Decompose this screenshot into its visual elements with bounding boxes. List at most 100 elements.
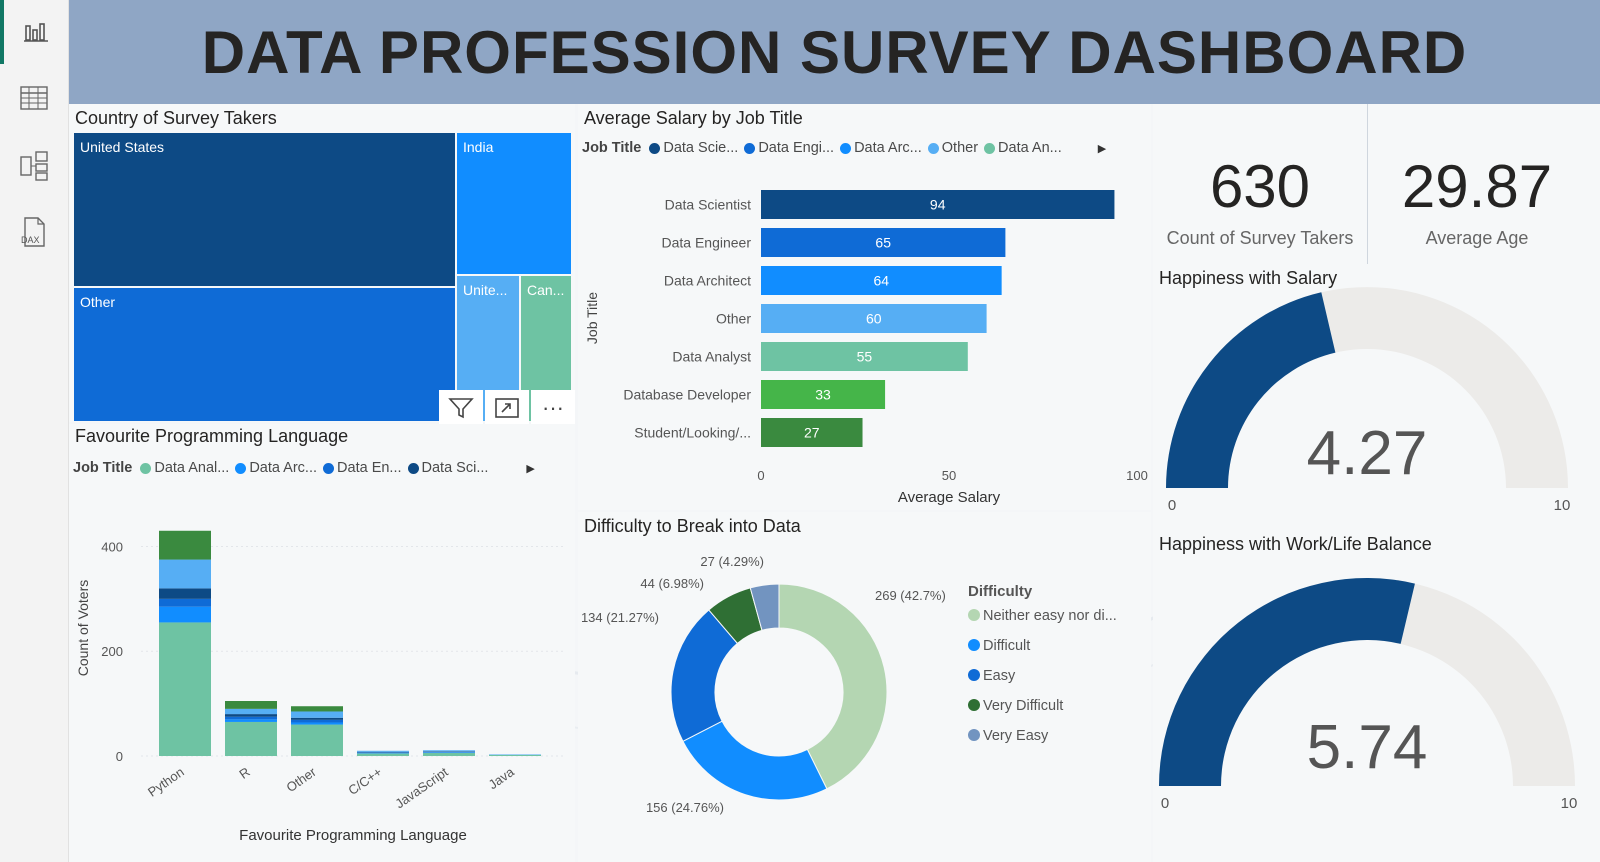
salary-bar[interactable] (761, 380, 886, 409)
table-view-button[interactable] (0, 66, 68, 130)
language-bar-segment[interactable] (225, 721, 277, 756)
x-axis-label: Favourite Programming Language (239, 827, 467, 844)
difficulty-chart: 269 (42.7%) Neither easy nor di... 156 (24… (581, 554, 1117, 815)
language-bar-segment[interactable] (225, 714, 277, 717)
legend-item-data-scientist[interactable]: Data Scie... (649, 140, 738, 156)
report-view-button[interactable] (0, 0, 68, 64)
legend-marker (968, 729, 980, 741)
language-bar-segment[interactable] (357, 752, 409, 754)
donut-slice[interactable] (682, 720, 828, 801)
age-kpi-value: 29.87 (1401, 153, 1553, 220)
salary-bar[interactable] (761, 342, 968, 371)
data-label: 94 (930, 197, 946, 213)
salary-bar[interactable] (761, 190, 1115, 219)
language-bar-segment[interactable] (423, 752, 475, 753)
dax-label: DAX (21, 235, 40, 245)
language-bar-segment[interactable] (357, 751, 409, 753)
salary-bar[interactable] (761, 266, 1002, 295)
language-bar-segment[interactable] (225, 716, 277, 720)
view-sidebar: DAX (0, 0, 69, 862)
donut-slice[interactable] (778, 583, 888, 790)
wlb-gauge-title: Happiness with Work/Life Balance (1159, 534, 1432, 554)
treemap-tile-other[interactable]: Other (73, 287, 456, 422)
language-bar-segment[interactable] (291, 717, 343, 720)
model-view-button[interactable] (0, 134, 68, 198)
language-bar-segment[interactable] (423, 751, 475, 753)
treemap-title: Country of Survey Takers (75, 108, 277, 128)
legend-label: Other (941, 140, 979, 156)
gauge-fill (1159, 578, 1415, 786)
legend-label: Data Arc... (854, 140, 922, 156)
kpi-divider (1367, 104, 1368, 264)
legend-item-data-engineer[interactable]: Data En... (323, 460, 402, 476)
language-bar-segment[interactable] (225, 701, 277, 709)
y-axis-label: Count of Voters (75, 580, 91, 677)
language-bar-segment[interactable] (291, 722, 343, 725)
treemap-tile-india[interactable]: India (456, 132, 572, 275)
legend-item-data-architect[interactable]: Data Arc... (840, 140, 922, 156)
language-panel[interactable]: Favourite Programming Language Job Title… (69, 424, 575, 862)
language-bar-segment[interactable] (423, 750, 475, 752)
legend-item-data-architect[interactable]: Data Arc... (235, 460, 317, 476)
x-tick-label: JavaScript (392, 764, 451, 811)
data-label: 64 (874, 273, 890, 289)
legend-label: Data Sci... (421, 460, 489, 476)
language-bar-segment[interactable] (357, 750, 409, 752)
legend-item-other[interactable]: Other (927, 140, 979, 156)
language-bar-segment[interactable] (423, 751, 475, 752)
legend-label: Data Scie... (663, 140, 739, 156)
treemap-panel[interactable]: Country of Survey Takers United States I… (69, 104, 575, 422)
focus-mode-button[interactable] (485, 390, 529, 426)
slice-data-label: 269 (42.7%) (875, 588, 946, 603)
treemap-tile-united-states[interactable]: United States (73, 132, 456, 287)
legend-item-data-engineer[interactable]: Data Engi... (744, 140, 834, 156)
language-bar-segment[interactable] (159, 598, 211, 607)
language-bar-segment[interactable] (159, 622, 211, 756)
legend-next-arrow-icon[interactable]: ▶ (526, 462, 535, 475)
language-bar-segment[interactable] (159, 606, 211, 623)
treemap-label-other: Other (80, 294, 116, 310)
language-bar-segment[interactable] (225, 708, 277, 715)
legend-label: Neither easy nor di... (983, 608, 1117, 624)
salary-chart: Data Scientist 94 Data Engineer 65 Data Arch… (584, 190, 1148, 506)
language-bar-segment[interactable] (357, 752, 409, 753)
donut-slice[interactable] (749, 583, 780, 631)
language-bar-segment[interactable] (159, 530, 211, 560)
wlb-gauge-panel[interactable]: Happiness with Work/Life Balance 5.74 0 10 (1153, 530, 1600, 862)
more-options-button[interactable]: ··· (531, 390, 575, 426)
language-bar-segment[interactable] (159, 559, 211, 589)
salary-panel[interactable]: Average Salary by Job Title Job Title Da… (578, 104, 1151, 510)
count-kpi-value: 630 (1209, 153, 1311, 220)
filter-button[interactable] (439, 390, 483, 426)
legend-label: Very Easy (983, 728, 1049, 744)
x-tick-label: 0 (757, 468, 764, 483)
x-tick-label: 100 (1126, 468, 1148, 483)
language-bar-segment[interactable] (423, 752, 475, 756)
language-bar-segment[interactable] (291, 719, 343, 723)
difficulty-panel[interactable]: Difficulty to Break into Data 269 (42.7%… (578, 512, 1151, 862)
language-bar-segment[interactable] (489, 754, 541, 756)
x-tick-label: R (236, 764, 252, 782)
gauge-fill (1166, 292, 1336, 488)
legend-marker (968, 609, 980, 621)
legend-item-data-analyst[interactable]: Data Anal... (140, 460, 229, 476)
language-bar-segment[interactable] (489, 754, 541, 755)
language-bar-segment[interactable] (357, 753, 409, 756)
focus-mode-icon (495, 398, 519, 418)
language-bar-segment[interactable] (225, 719, 277, 722)
legend-item-data-scientist[interactable]: Data Sci... (407, 460, 489, 476)
language-bar-segment[interactable] (291, 724, 343, 756)
dax-view-button[interactable]: DAX (0, 200, 68, 264)
legend-item-data-analyst[interactable]: Data An... (984, 140, 1062, 156)
category-label: Data Architect (664, 273, 751, 289)
legend-next-arrow-icon[interactable]: ▶ (1097, 142, 1107, 155)
salary-bar[interactable] (761, 304, 987, 333)
salary-bar[interactable] (761, 418, 863, 447)
legend-title: Difficulty (968, 583, 1033, 600)
salary-gauge-panel[interactable]: Happiness with Salary 4.27 0 10 (1153, 264, 1600, 530)
salary-bar[interactable] (761, 228, 1006, 257)
language-bar-segment[interactable] (291, 706, 343, 712)
language-bar-segment[interactable] (159, 588, 211, 599)
language-bar-segment[interactable] (291, 711, 343, 718)
gauge-max-label: 10 (1554, 497, 1571, 514)
